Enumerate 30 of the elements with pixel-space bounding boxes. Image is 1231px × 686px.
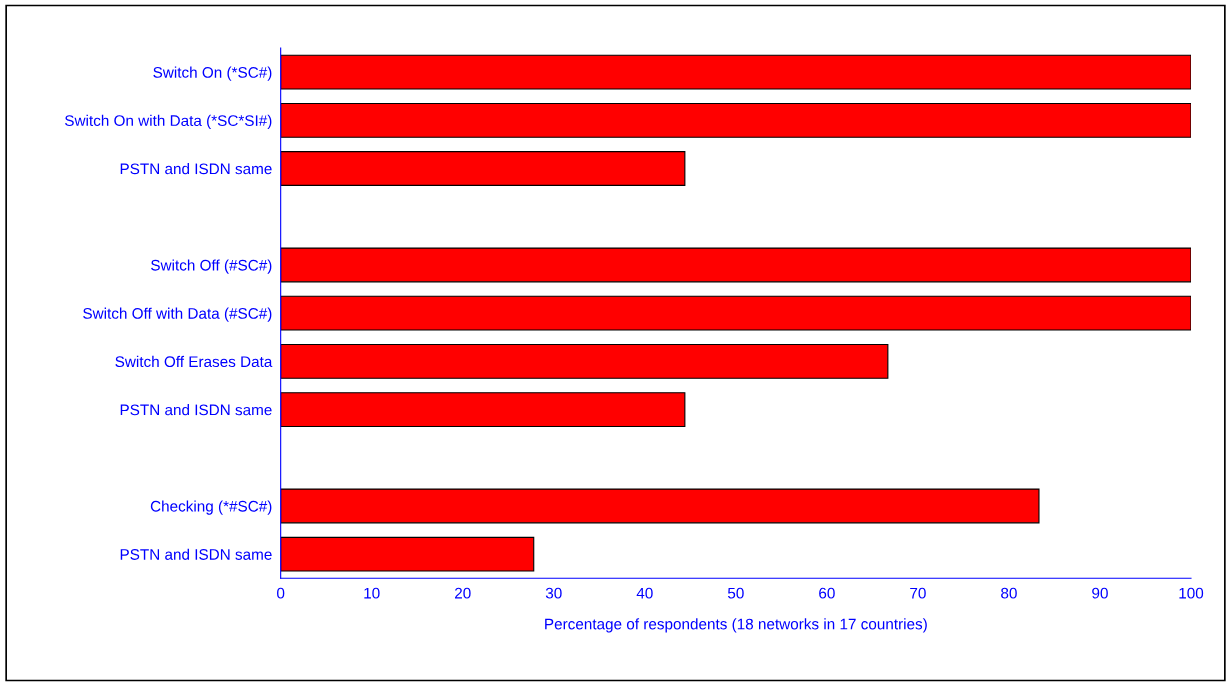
x-tick-label: 80 <box>1001 587 1017 599</box>
x-tick-label: 0 <box>277 587 285 599</box>
y-tick-label: PSTN and ISDN same <box>120 548 272 560</box>
y-tick-label: PSTN and ISDN same <box>120 404 272 416</box>
bar <box>280 247 1191 283</box>
y-tick-label: Switch Off with Data (#SC#) <box>83 307 272 322</box>
x-tick-label: 50 <box>727 587 744 599</box>
bar <box>280 102 1191 138</box>
x-tick-label: 30 <box>545 587 562 599</box>
y-tick-label: Checking (*#SC#) <box>150 500 272 515</box>
x-tick-label: 40 <box>636 587 653 599</box>
x-tick-label: 90 <box>1092 587 1108 599</box>
bar <box>280 54 1191 90</box>
x-tick-label: 60 <box>819 587 835 599</box>
y-tick-label: Switch On with Data (*SC*SI#) <box>65 114 272 130</box>
y-tick-label: Switch Off Erases Data <box>115 355 273 368</box>
bar <box>280 151 686 186</box>
x-tick-label: 70 <box>910 587 926 599</box>
bar <box>280 536 535 572</box>
y-tick-label: PSTN and ISDN same <box>120 163 272 175</box>
bar <box>280 343 889 379</box>
x-tick-label: 20 <box>455 587 471 599</box>
y-tick-label: Switch On (*SC#) <box>153 66 272 81</box>
y-tick-label: Switch Off (#SC#) <box>151 259 272 274</box>
bar <box>280 295 1191 331</box>
x-tick-label: 100 <box>1179 587 1204 599</box>
bar <box>280 392 686 428</box>
bar <box>280 488 1040 524</box>
x-axis-title: Percentage of respondents (18 networks in 17 countries) <box>545 618 927 633</box>
x-tick-label: 10 <box>364 587 380 599</box>
